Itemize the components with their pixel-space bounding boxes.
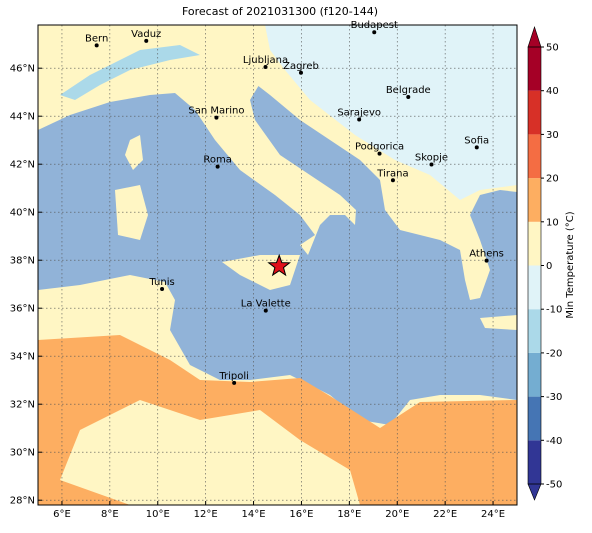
colorbar-band bbox=[528, 134, 541, 179]
lat-tick-label: 46°N bbox=[10, 64, 35, 75]
colorbar-band bbox=[528, 90, 541, 135]
lat-tick-label: 30°N bbox=[10, 448, 35, 459]
city-dot bbox=[160, 287, 165, 291]
colorbar-tick-label: -40 bbox=[546, 436, 562, 447]
city-dot bbox=[406, 95, 411, 99]
colorbar-tick-label: -50 bbox=[546, 480, 562, 491]
event-star bbox=[267, 253, 291, 277]
colorbar-extend-top bbox=[527, 26, 542, 48]
lon-tick-label: 18°E bbox=[337, 509, 361, 520]
colorbar-tick-label: 50 bbox=[546, 43, 559, 54]
colorbar-tick-label: -20 bbox=[546, 348, 562, 359]
city-dot bbox=[232, 380, 237, 385]
lon-tick-label: 22°E bbox=[433, 509, 457, 520]
city-dot bbox=[215, 164, 220, 169]
city-label: Podgorica bbox=[355, 142, 404, 153]
city-dot bbox=[263, 65, 268, 69]
city-dot bbox=[94, 43, 99, 48]
city-dot bbox=[484, 258, 489, 263]
city-dot bbox=[429, 162, 434, 167]
map-frame bbox=[37, 24, 518, 506]
city-label: Tunis bbox=[148, 277, 174, 288]
colorbar-band bbox=[528, 47, 541, 91]
lat-tick-label: 32°N bbox=[10, 400, 35, 411]
city-label: Tripoli bbox=[218, 371, 249, 382]
map-fill bbox=[38, 25, 517, 505]
city-dot bbox=[377, 151, 382, 156]
city-dot bbox=[263, 308, 268, 313]
city-dot bbox=[214, 115, 219, 120]
colorbar-label: Min Temperature (°C) bbox=[565, 211, 576, 318]
colorbar-tick-label: 30 bbox=[546, 130, 559, 141]
colorbar-tick-label: 0 bbox=[546, 261, 552, 272]
city-dot bbox=[372, 30, 377, 35]
corsica bbox=[125, 135, 143, 170]
city-label: Skopje bbox=[415, 152, 448, 163]
lon-tick-label: 8°E bbox=[101, 509, 119, 520]
colorbar-band bbox=[528, 352, 541, 397]
city-label: La Valette bbox=[241, 299, 291, 310]
lat-tick-label: 44°N bbox=[10, 112, 35, 123]
lat-tick-label: 28°N bbox=[10, 496, 35, 507]
city-label: Ljubljana bbox=[243, 55, 288, 66]
colorbar-band bbox=[528, 265, 541, 310]
colorbar-band bbox=[528, 440, 541, 484]
colorbar-tick-label: 20 bbox=[546, 174, 559, 185]
cold-zone bbox=[265, 25, 517, 200]
lat-tick-label: 40°N bbox=[10, 208, 35, 219]
lon-tick-label: 14°E bbox=[242, 509, 266, 520]
colorbar-band bbox=[528, 396, 541, 441]
colorbar-tick-label: -30 bbox=[546, 392, 562, 403]
lat-tick-label: 34°N bbox=[10, 352, 35, 363]
lon-tick-label: 16°E bbox=[289, 509, 313, 520]
city-label: Tirana bbox=[376, 168, 408, 179]
lat-tick-label: 38°N bbox=[10, 256, 35, 267]
lon-tick-label: 24°E bbox=[481, 509, 505, 520]
city-label: Belgrade bbox=[386, 85, 431, 96]
colorbar-tick-label: 40 bbox=[546, 86, 559, 97]
colorbar-band bbox=[528, 221, 541, 266]
city-dot bbox=[474, 145, 479, 150]
city-dot bbox=[298, 70, 303, 75]
lon-tick-label: 10°E bbox=[146, 509, 170, 520]
crete bbox=[480, 315, 517, 330]
colorbar-band bbox=[528, 178, 541, 222]
city-dot bbox=[390, 178, 395, 183]
city-label: Vaduz bbox=[131, 29, 161, 40]
lon-tick-label: 20°E bbox=[385, 509, 409, 520]
city-label: Athens bbox=[469, 249, 504, 260]
city-label: Sarajevo bbox=[337, 108, 381, 119]
city-label: San Marino bbox=[188, 106, 244, 117]
city-label: Budapest bbox=[351, 20, 398, 31]
lat-tick-label: 42°N bbox=[10, 160, 35, 171]
lat-tick-label: 36°N bbox=[10, 304, 35, 315]
city-label: Roma bbox=[203, 155, 232, 166]
grid bbox=[38, 25, 517, 505]
colorbar-tick-label: 10 bbox=[546, 217, 559, 228]
city-label: Bern bbox=[85, 33, 108, 44]
colorbar-extend-bottom bbox=[527, 483, 542, 501]
colorbar-tick-label: -10 bbox=[546, 305, 562, 316]
title: Forecast of 2021031300 (f120-144) bbox=[182, 5, 378, 18]
alps-cold bbox=[60, 45, 200, 100]
city-dot bbox=[357, 117, 362, 122]
city-label: Sofia bbox=[464, 135, 489, 146]
city-label: Zagreb bbox=[283, 61, 319, 72]
colorbar-band bbox=[528, 309, 541, 353]
lon-tick-label: 6°E bbox=[53, 509, 71, 520]
lon-tick-label: 12°E bbox=[194, 509, 218, 520]
city-dot bbox=[144, 38, 149, 43]
